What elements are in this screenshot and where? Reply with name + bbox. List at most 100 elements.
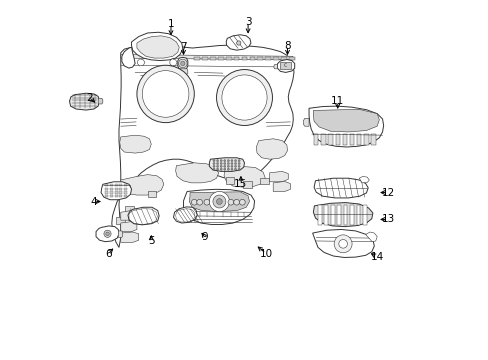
Polygon shape — [359, 176, 368, 183]
Circle shape — [203, 199, 209, 205]
Bar — [115, 192, 117, 194]
Bar — [210, 57, 215, 59]
Text: 2: 2 — [86, 93, 93, 103]
Circle shape — [238, 165, 240, 167]
Bar — [330, 206, 334, 225]
Circle shape — [216, 168, 218, 170]
Circle shape — [220, 159, 222, 162]
Polygon shape — [131, 32, 183, 60]
Circle shape — [338, 239, 346, 248]
Circle shape — [234, 168, 236, 170]
Bar — [349, 134, 353, 145]
Circle shape — [212, 168, 215, 170]
Polygon shape — [175, 163, 218, 183]
Circle shape — [216, 199, 222, 204]
Polygon shape — [224, 166, 265, 187]
Circle shape — [216, 162, 218, 165]
Bar — [324, 206, 327, 225]
Bar — [109, 192, 112, 194]
Text: 15: 15 — [234, 179, 247, 189]
Bar — [335, 134, 339, 145]
Bar — [147, 191, 156, 197]
Circle shape — [333, 235, 351, 253]
Bar — [202, 57, 207, 59]
Polygon shape — [313, 203, 372, 226]
Polygon shape — [173, 207, 197, 223]
Polygon shape — [178, 57, 187, 69]
Bar — [109, 188, 112, 190]
Polygon shape — [122, 47, 135, 68]
Circle shape — [216, 165, 218, 167]
Polygon shape — [269, 171, 287, 182]
Circle shape — [216, 69, 272, 126]
Text: 5: 5 — [148, 236, 154, 246]
Text: 1: 1 — [167, 19, 174, 29]
Circle shape — [230, 168, 233, 170]
Circle shape — [178, 59, 187, 68]
Circle shape — [230, 159, 233, 162]
Bar — [119, 195, 122, 197]
Circle shape — [137, 65, 194, 123]
Bar — [125, 206, 134, 212]
Bar — [124, 192, 126, 194]
Polygon shape — [120, 135, 151, 153]
Polygon shape — [273, 181, 290, 192]
Circle shape — [227, 165, 229, 167]
Bar — [116, 217, 125, 224]
Polygon shape — [209, 158, 244, 171]
Circle shape — [223, 162, 225, 165]
Bar — [115, 184, 117, 186]
Bar — [109, 184, 112, 186]
Bar — [225, 57, 231, 59]
Bar — [265, 57, 270, 59]
Polygon shape — [98, 98, 102, 104]
Text: 8: 8 — [284, 41, 290, 50]
Text: 11: 11 — [330, 96, 344, 106]
Circle shape — [227, 168, 229, 170]
Circle shape — [220, 165, 222, 167]
Bar — [349, 206, 353, 225]
Bar — [241, 57, 247, 59]
Polygon shape — [112, 45, 293, 247]
Bar — [119, 184, 122, 186]
Bar — [260, 178, 268, 184]
Bar — [276, 173, 284, 179]
Polygon shape — [313, 109, 379, 132]
Circle shape — [227, 159, 229, 162]
Circle shape — [233, 199, 239, 205]
Polygon shape — [277, 59, 294, 72]
Polygon shape — [365, 232, 376, 242]
Circle shape — [236, 41, 241, 45]
Circle shape — [238, 168, 240, 170]
Text: 7: 7 — [180, 42, 186, 52]
Bar — [119, 192, 122, 194]
Polygon shape — [137, 59, 144, 66]
Circle shape — [220, 162, 222, 165]
Bar — [105, 188, 108, 190]
Circle shape — [223, 168, 225, 170]
Bar — [105, 184, 108, 186]
Polygon shape — [226, 35, 250, 50]
Text: C: C — [283, 63, 286, 68]
Bar — [317, 206, 321, 225]
Circle shape — [227, 199, 233, 205]
Circle shape — [230, 165, 233, 167]
Circle shape — [239, 199, 244, 205]
Bar — [356, 206, 360, 225]
Polygon shape — [308, 106, 383, 147]
Polygon shape — [121, 222, 137, 231]
Circle shape — [220, 168, 222, 170]
Bar — [105, 192, 108, 194]
Text: 9: 9 — [202, 232, 208, 242]
Circle shape — [212, 195, 225, 208]
Circle shape — [105, 232, 109, 235]
Circle shape — [230, 162, 233, 165]
Polygon shape — [96, 226, 119, 242]
Polygon shape — [169, 59, 177, 66]
Text: 14: 14 — [370, 252, 383, 262]
Bar — [121, 185, 129, 192]
Circle shape — [234, 162, 236, 165]
Text: 12: 12 — [381, 188, 394, 198]
Polygon shape — [312, 229, 373, 257]
Circle shape — [223, 165, 225, 167]
